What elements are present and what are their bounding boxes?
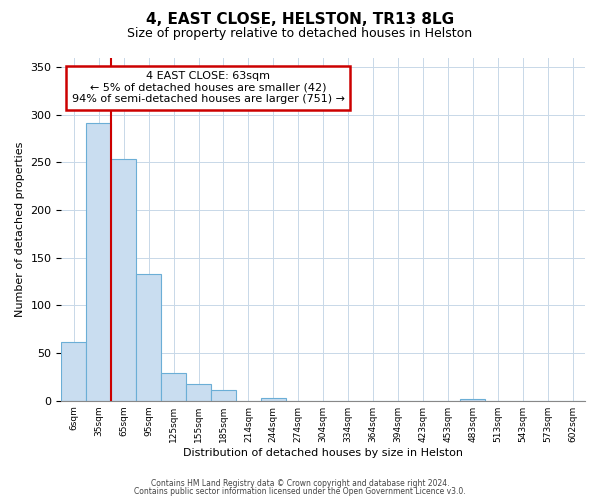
Bar [61,342,86,400]
Bar [261,398,286,400]
Text: 4, EAST CLOSE, HELSTON, TR13 8LG: 4, EAST CLOSE, HELSTON, TR13 8LG [146,12,454,28]
Text: Contains HM Land Registry data © Crown copyright and database right 2024.: Contains HM Land Registry data © Crown c… [151,478,449,488]
Bar [161,373,186,400]
Bar [136,274,161,400]
Bar [111,158,136,400]
Bar [186,384,211,400]
Y-axis label: Number of detached properties: Number of detached properties [15,142,25,317]
Text: Contains public sector information licensed under the Open Government Licence v3: Contains public sector information licen… [134,487,466,496]
Bar [211,390,236,400]
Bar [86,124,111,400]
Text: 4 EAST CLOSE: 63sqm
← 5% of detached houses are smaller (42)
94% of semi-detache: 4 EAST CLOSE: 63sqm ← 5% of detached hou… [71,71,344,104]
Bar [460,399,485,400]
X-axis label: Distribution of detached houses by size in Helston: Distribution of detached houses by size … [183,448,463,458]
Text: Size of property relative to detached houses in Helston: Size of property relative to detached ho… [127,28,473,40]
